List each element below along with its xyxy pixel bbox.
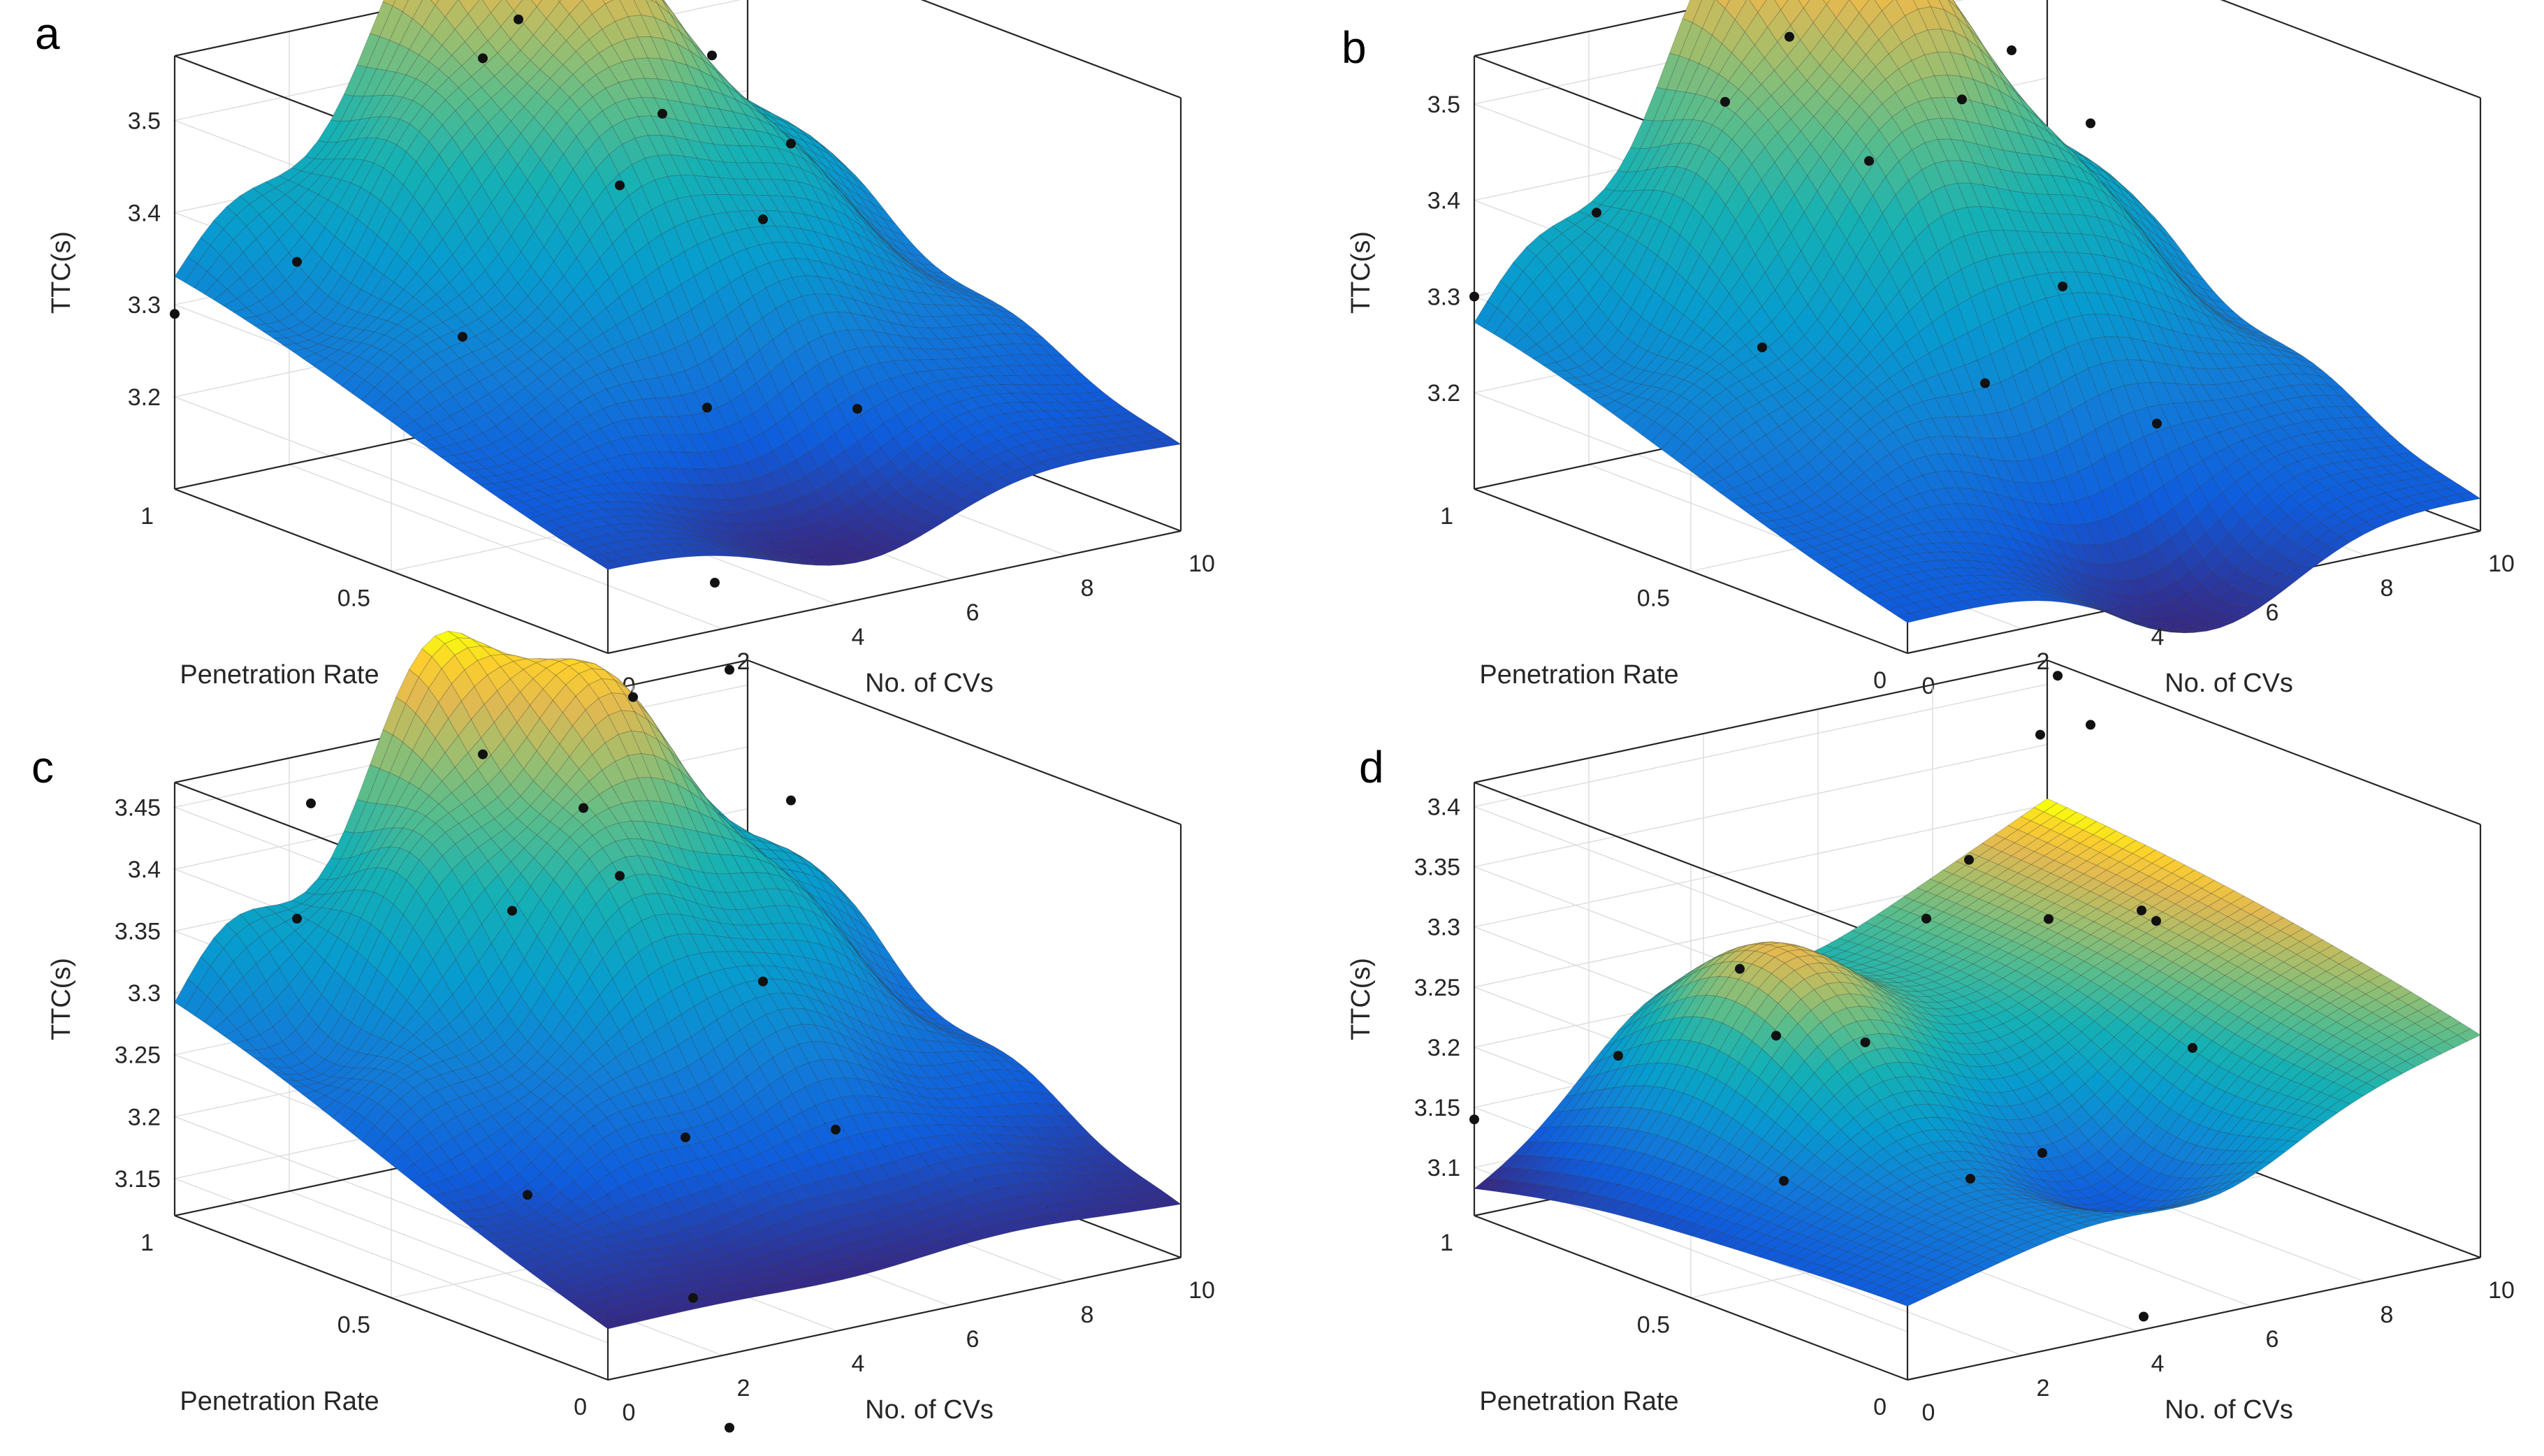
x-axis-label: No. of CVs	[865, 669, 994, 698]
surface-patch	[843, 164, 866, 187]
data-point	[852, 404, 862, 414]
axes-edge	[607, 530, 1182, 655]
z-tick-label: 3.2	[128, 384, 161, 411]
z-tick-label: 3.4	[1427, 188, 1460, 214]
y-axis-label: Penetration Rate	[180, 660, 379, 690]
surface-patch	[852, 176, 876, 199]
z-tick-label: 3.3	[128, 292, 161, 319]
data-point	[1785, 31, 1794, 42]
surface	[174, 0, 1182, 570]
data-point	[710, 578, 720, 588]
y-tick-label: 0.5	[337, 585, 370, 612]
data-point	[786, 138, 796, 149]
z-tick-label: 3.5	[1427, 92, 1460, 118]
x-tick-label: 6	[2266, 599, 2279, 626]
z-tick-label: 3.5	[128, 108, 161, 134]
panel-label: b	[1342, 22, 1367, 73]
z-tick-label: 3.4	[128, 200, 161, 226]
surface-patch	[990, 303, 1014, 314]
data-point	[1757, 342, 1767, 353]
x-tick-label: 6	[966, 599, 980, 626]
panel-c: c024681000.513.153.23.253.33.353.43.45No…	[31, 630, 1215, 1433]
surface-patch	[832, 154, 857, 177]
data-point	[2058, 282, 2067, 292]
axes-edge	[174, 0, 441, 57]
surface-patch	[881, 217, 906, 237]
data-point	[1864, 156, 1874, 166]
panel-a: a024681000.513.23.33.43.5No. of CVsPenet…	[35, 0, 1215, 699]
z-tick-label: 3.2	[1427, 380, 1460, 407]
surface-patch	[402, 0, 423, 20]
panel-label: a	[35, 8, 60, 59]
surface-patch	[458, 0, 480, 15]
y-tick-label: 1	[140, 503, 154, 530]
surface-patch	[559, 0, 583, 15]
data-point	[758, 214, 768, 224]
surface-patch	[941, 277, 965, 286]
x-tick-label: 8	[2381, 575, 2394, 602]
surface-patch	[1010, 317, 1033, 330]
surface-patch	[569, 0, 593, 27]
y-tick-label: 0.5	[1637, 585, 1670, 612]
data-point	[458, 331, 467, 342]
axes-edge	[174, 488, 609, 655]
data-point	[2086, 118, 2095, 129]
surface-patch	[920, 263, 946, 274]
surface-patch	[931, 271, 955, 280]
surface-patch	[961, 288, 984, 297]
surface-patch	[604, 0, 629, 22]
data-point	[2152, 418, 2162, 429]
data-point	[170, 309, 180, 319]
z-axis-label: TTC(s)	[47, 231, 76, 314]
data-point	[615, 180, 625, 191]
data-point	[514, 14, 523, 24]
data-point	[292, 256, 302, 267]
surface-patch	[392, 0, 409, 13]
x-tick-label: 10	[2488, 551, 2515, 577]
y-axis-label: Penetration Rate	[1479, 660, 1678, 690]
surface-patch	[602, 0, 614, 5]
surface-patch	[891, 230, 916, 247]
data-point	[707, 50, 717, 61]
y-tick-label: 1	[1440, 503, 1453, 530]
panel-label: c	[31, 742, 54, 792]
x-axis-label: No. of CVs	[2165, 669, 2293, 698]
axes-edge	[2220, 0, 2481, 99]
x-tick-label: 4	[852, 624, 865, 650]
data-point	[2053, 671, 2063, 681]
axes-edge	[920, 0, 1182, 99]
data-point	[1469, 291, 1479, 302]
surface-patch	[1000, 310, 1024, 321]
surface-patch	[444, 0, 469, 30]
data-point	[1957, 94, 1967, 105]
data-point	[657, 108, 667, 119]
data-point	[1592, 208, 1601, 218]
data-point	[1980, 378, 1990, 388]
surface-patch	[382, 0, 396, 7]
surface-patch	[430, 0, 439, 6]
data-point	[2007, 45, 2016, 56]
data-point	[478, 53, 488, 64]
surface-patch	[558, 0, 562, 3]
surface-patch	[505, 0, 523, 12]
data-point	[1720, 96, 1730, 107]
surface	[1474, 0, 2482, 634]
z-tick-label: 3.3	[1427, 284, 1460, 310]
data-point	[702, 402, 712, 413]
surface-patch	[971, 293, 994, 303]
surface-patch	[531, 0, 543, 8]
x-tick-label: 10	[1189, 551, 1215, 577]
surface-patch	[901, 242, 926, 258]
x-tick-label: 8	[1081, 575, 1094, 602]
z-axis-label: TTC(s)	[1346, 231, 1376, 314]
data-point	[725, 664, 734, 675]
y-tick-label: 0	[1873, 667, 1887, 694]
surface-patch	[910, 254, 936, 266]
x-tick-label: 4	[2151, 624, 2165, 650]
surface	[174, 630, 1182, 1330]
